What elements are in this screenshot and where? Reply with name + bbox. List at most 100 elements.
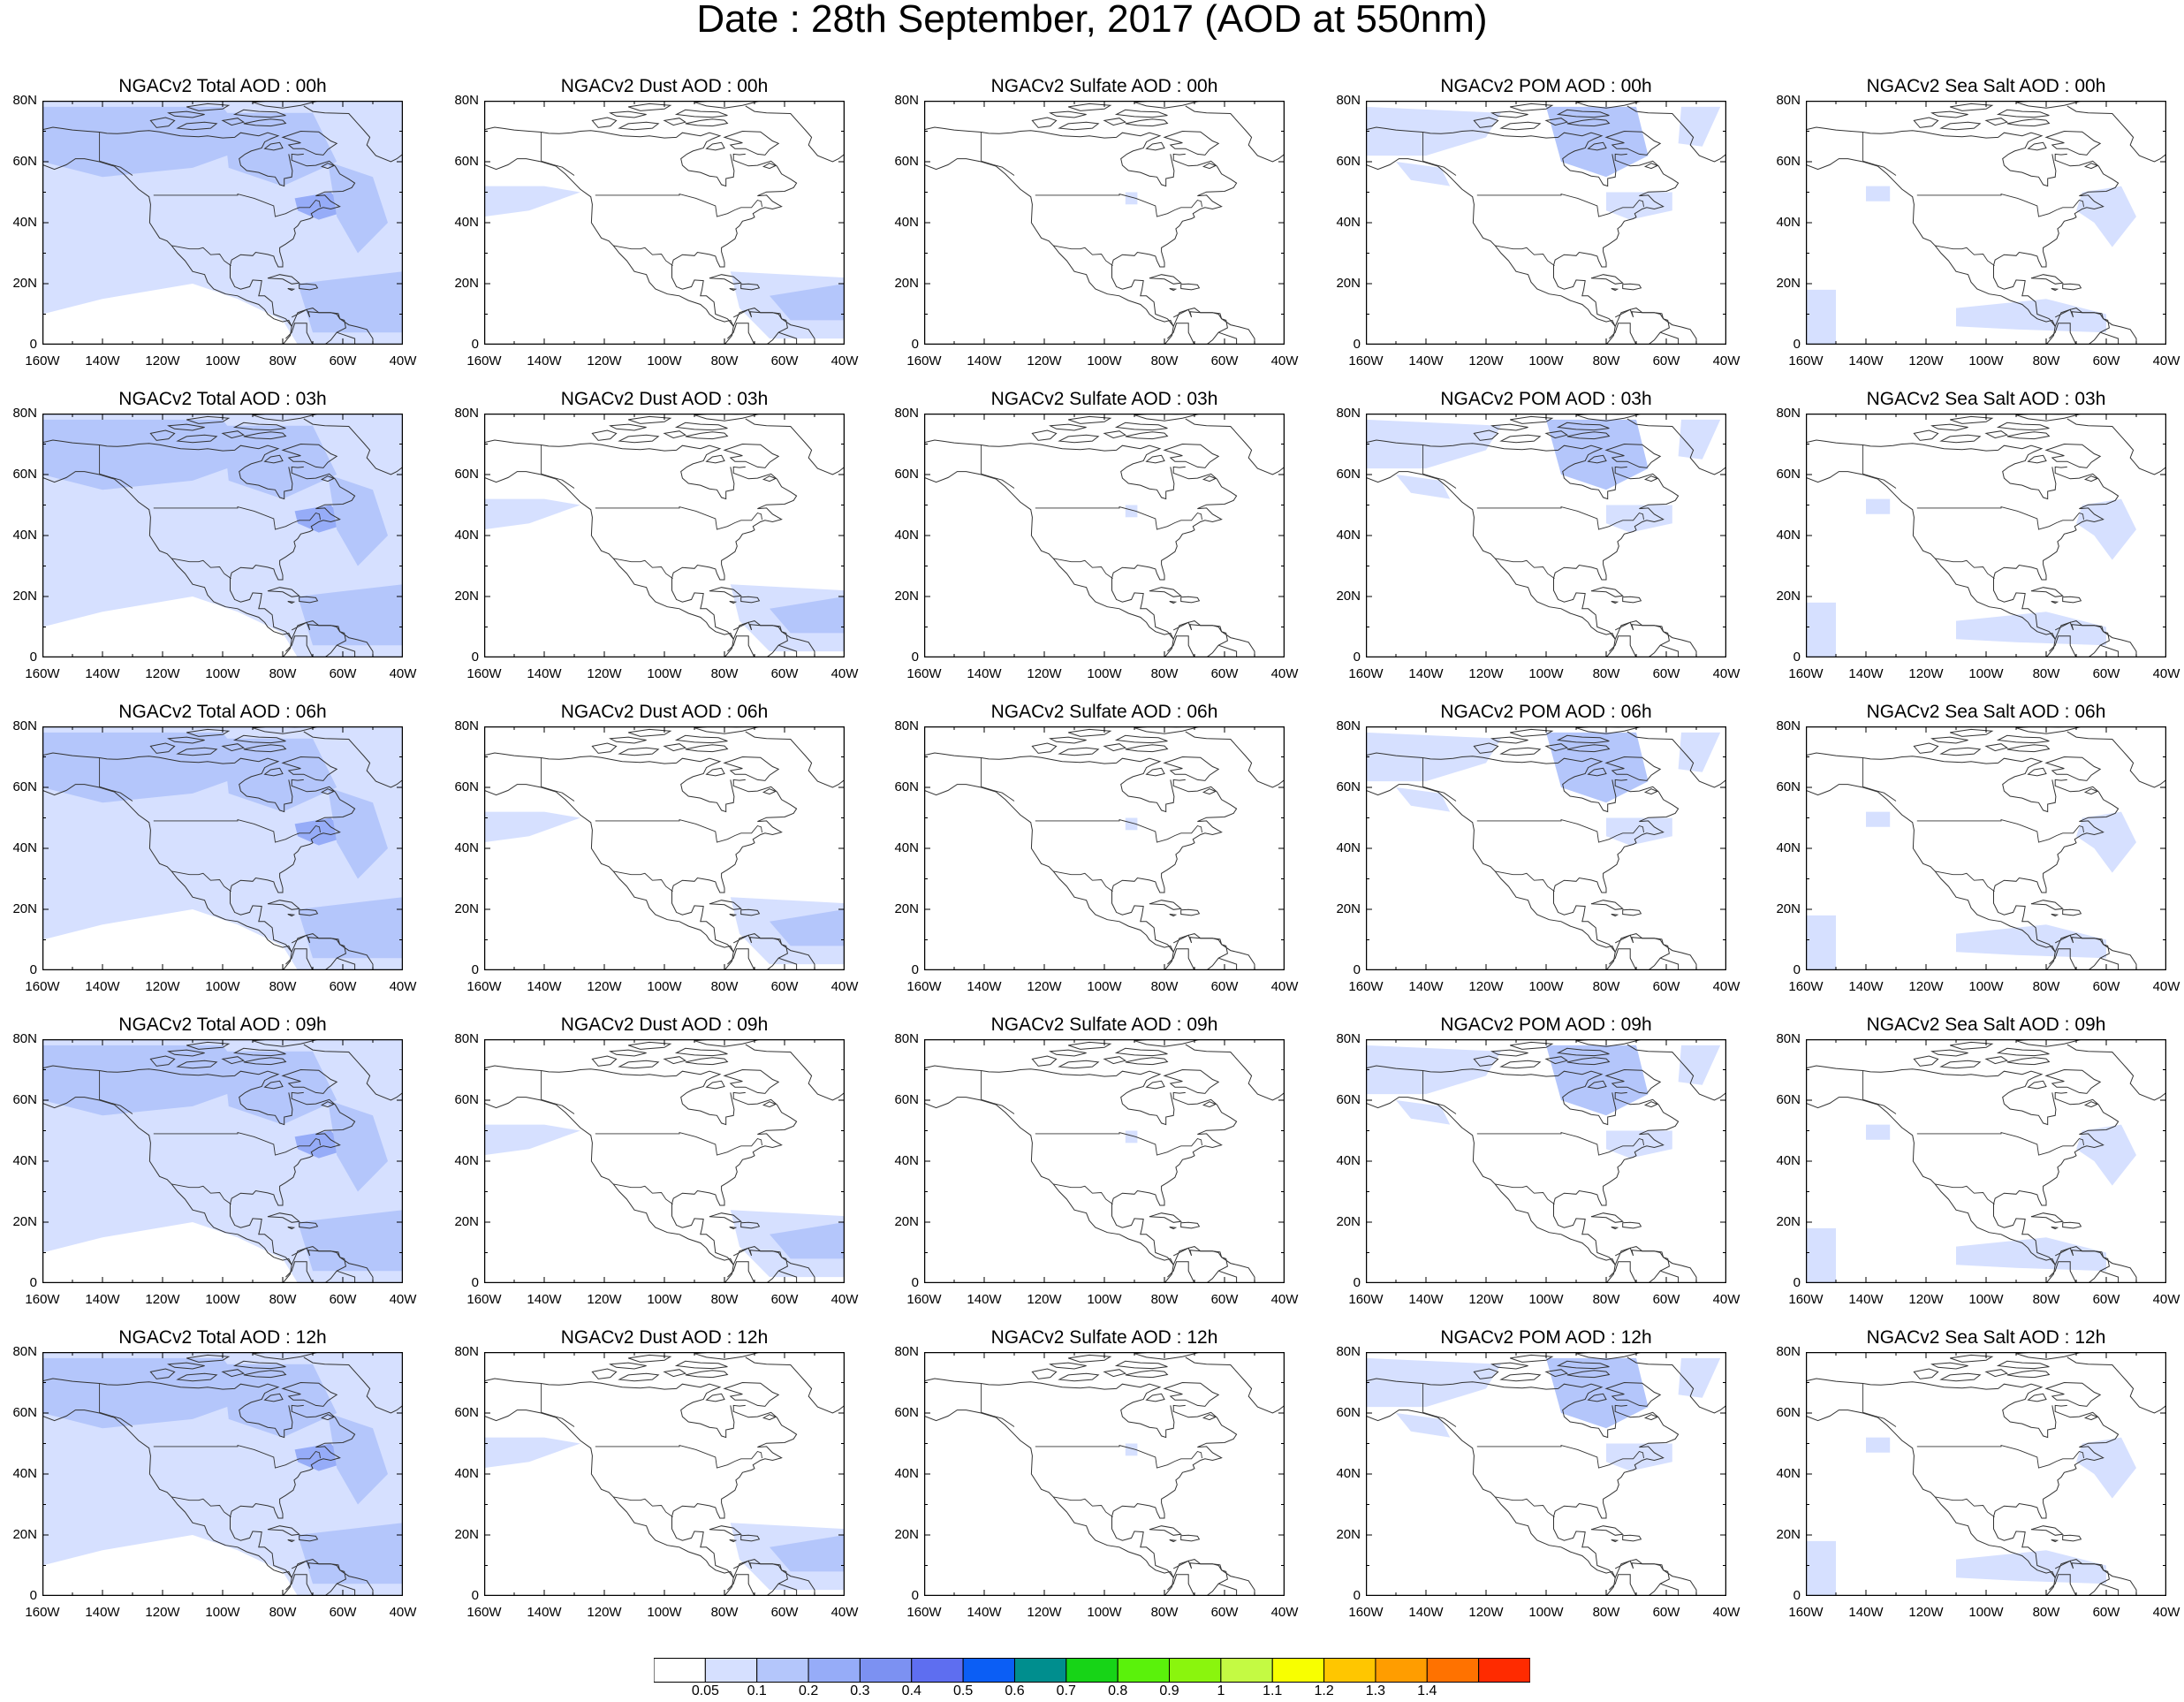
y-tick-label: 0 [1793, 1275, 1801, 1290]
x-tick-label: 100W [647, 979, 682, 994]
y-tick-label: 60N [1776, 1092, 1801, 1107]
y-tick-label: 0 [471, 1275, 479, 1290]
y-tick-label: 80N [12, 406, 37, 421]
y-tick-label: 40N [12, 215, 37, 230]
map-panel-dust-3: NGACv2 Dust AOD : 09h 80N 60N 40N 20N 0 160W 14… [442, 1014, 883, 1328]
y-tick-label: 80N [1776, 1031, 1801, 1046]
y-tick-label: 60N [12, 154, 37, 169]
x-tick-label: 120W [1027, 1292, 1062, 1307]
x-tick-label: 60W [1652, 979, 1680, 994]
x-tick-label: 100W [1968, 666, 2004, 681]
x-tick-label: 60W [1652, 666, 1680, 681]
x-tick-label: 40W [389, 1605, 417, 1620]
panel-title: NGACv2 Sea Salt AOD : 12h [1866, 1327, 2106, 1348]
y-tick-label: 80N [12, 93, 37, 108]
x-tick-label: 160W [1788, 979, 1824, 994]
y-tick-label: 60N [894, 779, 919, 794]
y-tick-label: 80N [1336, 406, 1361, 421]
panel-title: NGACv2 Sea Salt AOD : 09h [1866, 1014, 2106, 1035]
map-canvas [1366, 726, 1726, 970]
legend-swatch [911, 1658, 964, 1683]
y-tick-label: 60N [894, 467, 919, 482]
panel-title: NGACv2 Sulfate AOD : 12h [990, 1327, 1218, 1348]
y-tick-label: 80N [894, 93, 919, 108]
y-tick-label: 80N [1776, 718, 1801, 733]
x-tick-label: 40W [2152, 353, 2180, 369]
legend-swatch [1220, 1658, 1273, 1683]
panel-title: NGACv2 Sea Salt AOD : 03h [1866, 389, 2106, 409]
x-tick-label: 140W [85, 666, 120, 681]
x-tick-label: 40W [830, 666, 859, 681]
x-tick-label: 80W [269, 1292, 297, 1307]
x-tick-label: 40W [1270, 353, 1299, 369]
legend-label: 0.8 [1108, 1683, 1128, 1698]
y-tick-label: 0 [29, 1588, 37, 1603]
x-tick-label: 100W [1968, 979, 2004, 994]
y-tick-label: 0 [471, 650, 479, 665]
x-tick-label: 80W [269, 979, 297, 994]
y-tick-label: 60N [1776, 779, 1801, 794]
x-tick-label: 140W [85, 1292, 120, 1307]
y-tick-label: 60N [12, 1405, 37, 1420]
x-tick-label: 120W [1468, 1605, 1504, 1620]
x-tick-label: 80W [2032, 979, 2060, 994]
y-tick-label: 40N [894, 215, 919, 230]
x-tick-label: 100W [1087, 353, 1122, 369]
y-tick-label: 0 [29, 337, 37, 352]
x-tick-label: 80W [710, 979, 739, 994]
x-tick-label: 80W [1150, 979, 1179, 994]
y-tick-label: 40N [454, 1466, 479, 1481]
legend-swatch [1169, 1658, 1222, 1683]
map-canvas [924, 414, 1285, 657]
x-tick-label: 140W [1848, 979, 1884, 994]
x-tick-label: 60W [2092, 1605, 2120, 1620]
y-tick-label: 0 [471, 962, 479, 977]
x-tick-label: 160W [1788, 1292, 1824, 1307]
legend-swatch [962, 1658, 1015, 1683]
x-tick-label: 80W [1150, 1292, 1179, 1307]
x-tick-label: 160W [466, 1605, 502, 1620]
x-tick-label: 60W [2092, 1292, 2120, 1307]
x-tick-label: 140W [527, 353, 562, 369]
map-area [484, 1352, 845, 1596]
x-tick-label: 160W [906, 1605, 942, 1620]
panel-title: NGACv2 Sulfate AOD : 03h [990, 389, 1218, 409]
x-tick-label: 160W [906, 1292, 942, 1307]
x-tick-label: 40W [1270, 666, 1299, 681]
legend-swatch [1271, 1658, 1325, 1683]
x-tick-label: 160W [1348, 1605, 1384, 1620]
x-tick-label: 80W [2032, 353, 2060, 369]
map-canvas [42, 414, 403, 657]
legend-swatch [756, 1658, 809, 1683]
x-tick-label: 140W [85, 353, 120, 369]
legend-label: 0.05 [691, 1683, 719, 1698]
x-tick-label: 100W [205, 1292, 240, 1307]
x-tick-label: 120W [1468, 666, 1504, 681]
y-tick-label: 80N [1776, 406, 1801, 421]
y-tick-label: 80N [894, 406, 919, 421]
x-tick-label: 40W [830, 979, 859, 994]
x-tick-label: 80W [1150, 353, 1179, 369]
map-area [484, 101, 845, 345]
y-tick-label: 40N [1336, 1153, 1361, 1168]
x-tick-label: 100W [1528, 1292, 1564, 1307]
y-tick-label: 60N [454, 1405, 479, 1420]
x-tick-label: 160W [466, 1292, 502, 1307]
panel-title: NGACv2 Dust AOD : 03h [560, 389, 769, 409]
y-tick-label: 40N [1776, 215, 1801, 230]
y-tick-label: 20N [454, 1214, 479, 1229]
y-tick-label: 60N [12, 467, 37, 482]
panel-title: NGACv2 Sulfate AOD : 09h [990, 1014, 1218, 1035]
y-tick-label: 0 [911, 650, 919, 665]
x-tick-label: 120W [1468, 353, 1504, 369]
y-tick-label: 20N [454, 901, 479, 916]
y-tick-label: 0 [29, 1275, 37, 1290]
map-panel-seasalt-4: NGACv2 Sea Salt AOD : 12h 80N 60N 40N 20N 0 16… [1763, 1327, 2184, 1641]
map-canvas [42, 101, 403, 345]
x-tick-label: 100W [647, 1605, 682, 1620]
x-tick-label: 140W [1848, 1292, 1884, 1307]
map-panel-seasalt-1: NGACv2 Sea Salt AOD : 03h 80N 60N 40N 20N 0 16… [1763, 389, 2184, 703]
y-tick-label: 60N [12, 1092, 37, 1107]
panel-title: NGACv2 Total AOD : 00h [118, 76, 327, 96]
legend-label: 1.2 [1314, 1683, 1334, 1698]
